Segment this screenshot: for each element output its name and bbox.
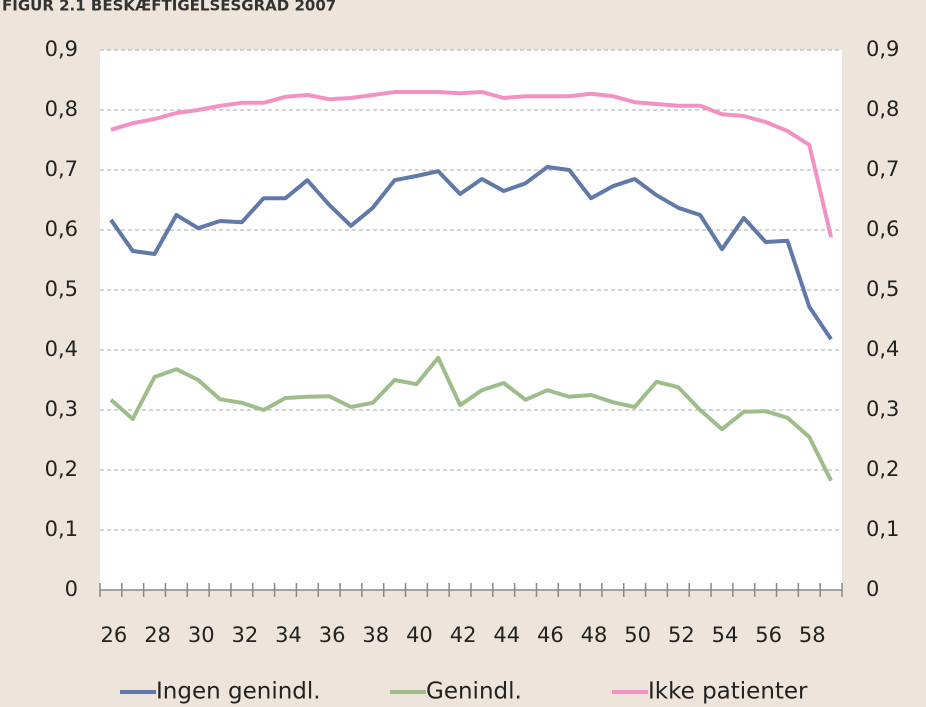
x-tick-label: 38	[362, 623, 389, 647]
x-tick-label: 28	[144, 623, 171, 647]
x-tick-label: 42	[450, 623, 477, 647]
y-tick-label: 0,1	[45, 517, 78, 541]
x-tick-label: 26	[101, 623, 128, 647]
y2-tick-label: 0,4	[866, 337, 899, 361]
y2-tick-label: 0,2	[866, 457, 899, 481]
x-tick-label: 48	[581, 623, 608, 647]
x-tick-label: 56	[755, 623, 782, 647]
x-tick-label: 50	[624, 623, 651, 647]
x-tick-label: 54	[712, 623, 739, 647]
x-tick-label: 30	[188, 623, 215, 647]
y-tick-label: 0,8	[45, 97, 78, 121]
y-tick-label: 0,4	[45, 337, 78, 361]
x-tick-label: 40	[406, 623, 433, 647]
y2-tick-label: 0,7	[866, 157, 899, 181]
series-line	[110, 90, 834, 238]
y2-tick-label: 0	[866, 577, 879, 601]
x-tick-label: 32	[231, 623, 258, 647]
y-tick-label: 0,3	[45, 397, 78, 421]
x-tick-label: 44	[493, 623, 520, 647]
legend-label: Genindl.	[426, 679, 522, 705]
y-tick-label: 0,2	[45, 457, 78, 481]
y-tick-label: 0,7	[45, 157, 78, 181]
y2-tick-label: 0,3	[866, 397, 899, 421]
x-tick-label: 46	[537, 623, 564, 647]
y2-tick-label: 0,6	[866, 217, 899, 241]
y-tick-label: 0,9	[45, 37, 78, 61]
y2-tick-label: 0,5	[866, 277, 899, 301]
y2-tick-label: 0,1	[866, 517, 899, 541]
y-tick-label: 0,5	[45, 277, 78, 301]
chart-title: FIGUR 2.1 BESKÆFTIGELSESGRAD 2007	[2, 0, 336, 15]
y2-tick-label: 0,9	[866, 37, 899, 61]
x-tick-label: 52	[668, 623, 695, 647]
series-line	[109, 355, 833, 482]
legend-label: Ikke patienter	[648, 679, 808, 705]
x-tick-label: 58	[799, 623, 826, 647]
plot-area	[100, 50, 842, 590]
y2-tick-label: 0,8	[866, 97, 899, 121]
x-tick-label: 36	[319, 623, 346, 647]
legend-label: Ingen genindl.	[156, 679, 321, 705]
y-tick-label: 0,6	[45, 217, 78, 241]
series-line	[109, 165, 833, 341]
x-tick-label: 34	[275, 623, 302, 647]
y-tick-label: 0	[65, 577, 78, 601]
